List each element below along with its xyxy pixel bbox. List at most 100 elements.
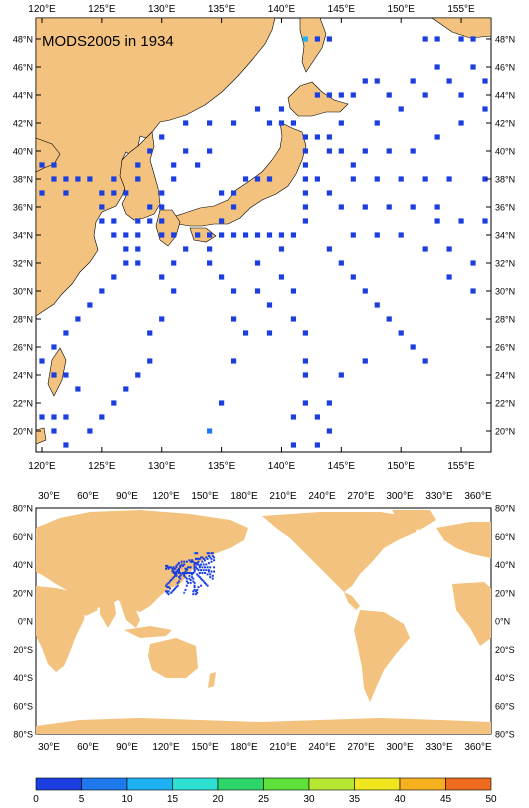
global-observation-cell	[172, 576, 175, 579]
lat-label: 36°N	[495, 203, 515, 213]
global-observation-cell	[184, 588, 187, 591]
observation-cell	[135, 232, 141, 238]
lat-label: 32°N	[495, 259, 515, 269]
global-observation-cell	[179, 564, 182, 567]
observation-cell	[386, 92, 392, 98]
observation-cell	[302, 134, 309, 140]
global-observation-cell	[166, 586, 169, 589]
global-observation-cell	[193, 552, 196, 555]
global-observation-cell	[178, 562, 180, 565]
observation-cell	[338, 204, 344, 210]
lon-label: 120°E	[28, 461, 56, 472]
colorbar-tick-label: 5	[79, 794, 85, 805]
observation-cell	[314, 442, 320, 448]
global-observation-cell	[165, 584, 167, 587]
indonesia	[124, 626, 172, 638]
observation-cell	[302, 372, 309, 378]
observation-cell	[230, 316, 237, 322]
global-observation-cell	[193, 569, 196, 572]
global-observation-cell	[184, 576, 187, 579]
lat-label: 22°N	[495, 399, 515, 409]
observation-cell	[446, 246, 452, 252]
global-lat-labels-right: 80°S 60°S 40°S 20°S 0°N 20°N 40°N 60°N 80°N	[495, 504, 515, 740]
global-observation-cell	[174, 573, 177, 576]
global-observation-cell	[168, 566, 171, 569]
observation-cell	[410, 148, 416, 154]
observation-cell	[338, 92, 344, 98]
global-observation-cell	[200, 577, 203, 580]
global-observation-cell	[167, 566, 170, 569]
global-observation-cell	[192, 590, 195, 593]
global-observation-cell	[204, 581, 206, 584]
observation-cell	[350, 92, 356, 98]
observation-cell	[39, 358, 45, 364]
global-observation-cell	[188, 571, 191, 574]
lon-label: 145°E	[328, 4, 356, 15]
observation-cell	[242, 232, 249, 238]
global-observation-cell	[193, 567, 196, 570]
observation-cell	[207, 260, 213, 266]
global-observation-cell	[198, 557, 201, 560]
global-lat-labels-left: 80°S 60°S 40°S 20°S 0°N 20°N 40°N 60°N 80°N	[13, 504, 33, 740]
global-lat-label: 40°N	[13, 560, 33, 570]
global-observation-cell	[165, 567, 167, 570]
global-lon-label: 360°E	[464, 491, 492, 502]
global-observation-cell	[196, 562, 199, 565]
global-observation-cell	[174, 574, 177, 577]
global-observation-cell	[189, 571, 192, 574]
observation-cell	[87, 302, 93, 308]
global-observation-cell	[196, 557, 199, 560]
global-observation-cell	[183, 574, 186, 577]
global-observation-cell	[211, 577, 214, 580]
lat-label: 46°N	[495, 63, 515, 73]
global-observation-cell	[196, 591, 199, 594]
observation-cell	[171, 176, 177, 182]
global-observation-cell	[172, 570, 175, 573]
observation-cell	[290, 288, 297, 294]
observation-cell	[410, 78, 416, 84]
observation-cell	[326, 92, 332, 98]
observation-cell	[314, 134, 320, 140]
lon-label: 155°E	[447, 461, 475, 472]
global-observation-cell	[175, 570, 178, 573]
observation-cell	[302, 204, 309, 210]
lat-label: 26°N	[13, 343, 33, 353]
global-observation-cell	[178, 576, 180, 579]
colorbar-tick-label: 20	[212, 794, 224, 805]
observation-cell	[99, 190, 105, 196]
global-lat-label: 80°S	[13, 730, 33, 740]
observation-cell	[51, 176, 57, 182]
global-observation-cell	[193, 586, 196, 589]
observation-cell	[207, 120, 213, 126]
global-lat-label: 40°S	[495, 673, 515, 683]
global-observation-cell	[176, 584, 179, 587]
global-observation-cell	[188, 566, 191, 569]
global-observation-cell	[179, 571, 182, 574]
global-observation-cell	[193, 564, 196, 567]
observation-cell	[159, 316, 165, 322]
observation-cell	[230, 232, 237, 238]
observation-cell	[230, 190, 237, 196]
observation-cell	[254, 106, 261, 112]
global-observation-cell	[196, 563, 199, 566]
observation-cell	[254, 176, 261, 182]
new-zealand	[208, 672, 216, 688]
colorbar-tick-label: 25	[258, 794, 270, 805]
global-lon-label: 210°E	[269, 491, 297, 502]
global-observation-cell	[194, 562, 197, 565]
colorbar-tick-labels: 0 5 10 15 20 25 30 35 40 45 50	[33, 794, 497, 805]
observation-cell	[398, 176, 404, 182]
observation-cell	[135, 162, 141, 168]
observation-cell	[302, 36, 309, 42]
observation-cell	[230, 288, 237, 294]
lat-label: 44°N	[13, 91, 33, 101]
observation-cell	[326, 190, 332, 196]
observation-cell	[374, 302, 380, 308]
global-observation-cell	[202, 557, 205, 560]
observation-cell	[398, 106, 404, 112]
global-observation-cell	[165, 590, 167, 593]
global-observation-cell	[176, 570, 179, 573]
observation-cell	[123, 232, 129, 238]
global-lon-label: 300°E	[386, 491, 414, 502]
lon-label: 155°E	[447, 4, 475, 15]
